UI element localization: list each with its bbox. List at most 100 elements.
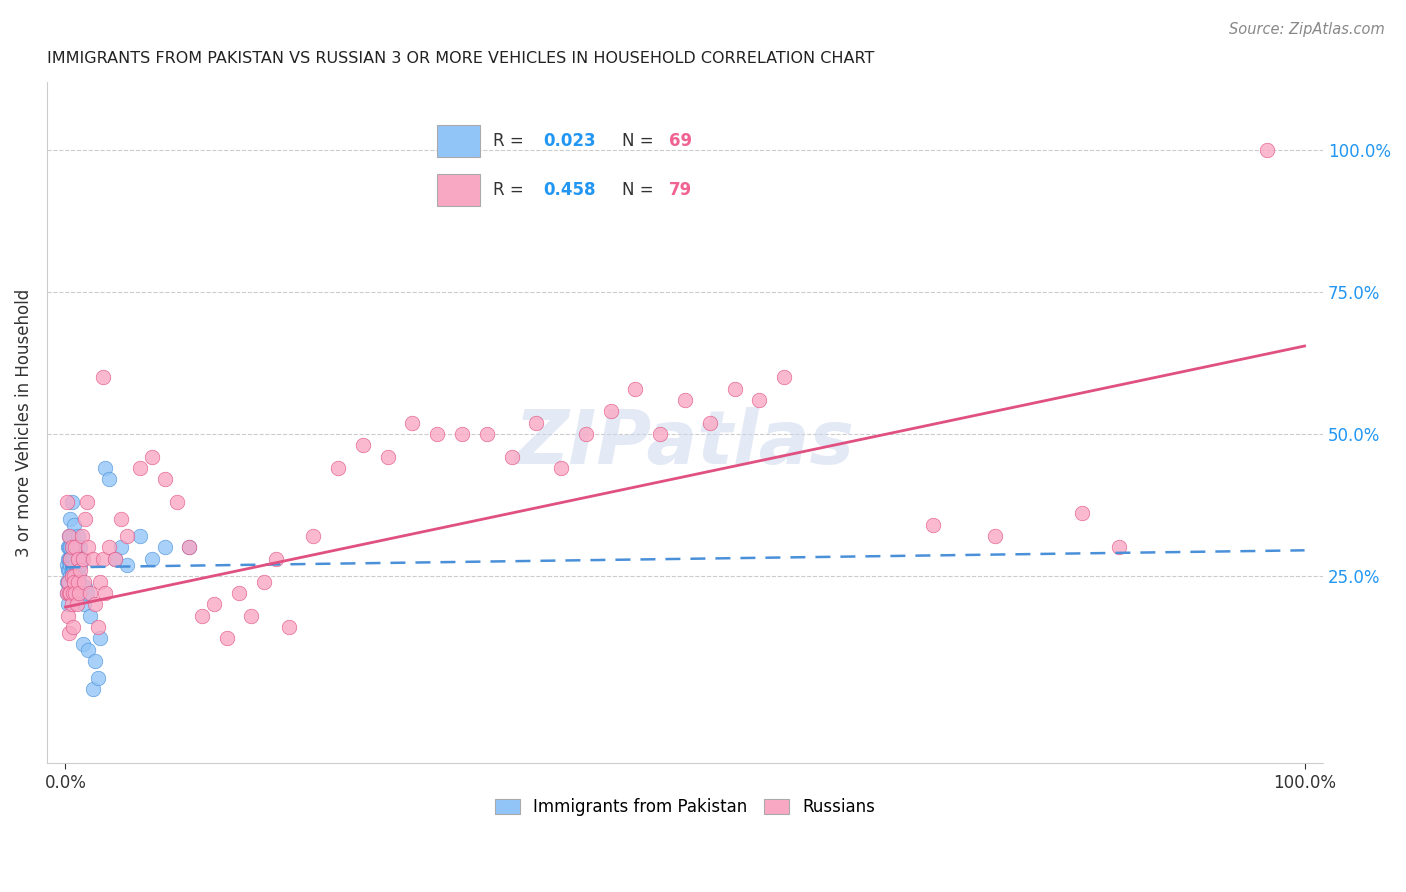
Point xyxy=(62,558,84,572)
Point xyxy=(86,671,108,685)
Point xyxy=(55,558,77,572)
Point xyxy=(58,529,80,543)
Point xyxy=(723,382,745,396)
Point xyxy=(66,551,89,566)
Point xyxy=(70,551,93,566)
Point xyxy=(104,551,127,566)
Point xyxy=(202,597,225,611)
Point xyxy=(66,551,89,566)
Point xyxy=(60,551,83,566)
Point xyxy=(624,382,647,396)
Point xyxy=(63,541,86,555)
Point xyxy=(264,551,287,566)
Point xyxy=(76,642,98,657)
Point xyxy=(89,632,111,646)
Point xyxy=(773,370,796,384)
Point xyxy=(63,569,86,583)
Point xyxy=(1108,541,1130,555)
Point xyxy=(58,541,80,555)
Point xyxy=(94,461,117,475)
Point xyxy=(76,495,98,509)
Point xyxy=(599,404,621,418)
Point xyxy=(89,574,111,589)
Point xyxy=(55,574,77,589)
Point xyxy=(66,529,89,543)
Point xyxy=(1070,507,1092,521)
Point xyxy=(110,541,132,555)
Point xyxy=(59,512,82,526)
Point xyxy=(65,597,87,611)
Point xyxy=(94,586,117,600)
Point xyxy=(60,569,83,583)
Point xyxy=(56,541,79,555)
Point xyxy=(326,461,349,475)
Point xyxy=(60,551,83,566)
Point xyxy=(63,517,86,532)
Point xyxy=(60,541,83,555)
Point xyxy=(62,529,84,543)
Point xyxy=(240,608,263,623)
Point xyxy=(117,558,139,572)
Point xyxy=(62,541,84,555)
Point xyxy=(84,597,107,611)
Point xyxy=(67,569,90,583)
Point xyxy=(65,551,87,566)
Point xyxy=(62,551,84,566)
Point xyxy=(65,586,87,600)
Point xyxy=(60,541,83,555)
Point xyxy=(191,608,214,623)
Point xyxy=(79,608,101,623)
Point xyxy=(65,569,87,583)
Point xyxy=(179,541,201,555)
Point xyxy=(302,529,325,543)
Point xyxy=(67,551,90,566)
Point xyxy=(56,608,79,623)
Text: Source: ZipAtlas.com: Source: ZipAtlas.com xyxy=(1229,22,1385,37)
Point xyxy=(69,558,91,572)
Point xyxy=(60,563,83,577)
Point xyxy=(60,569,83,583)
Point xyxy=(56,551,79,566)
Point xyxy=(91,551,114,566)
Point xyxy=(524,416,547,430)
Point xyxy=(65,541,87,555)
Point xyxy=(128,461,150,475)
Point xyxy=(62,586,84,600)
Point xyxy=(75,580,97,594)
Point xyxy=(60,558,83,572)
Point xyxy=(63,563,86,577)
Point xyxy=(451,427,474,442)
Point xyxy=(75,512,97,526)
Point xyxy=(110,512,132,526)
Point xyxy=(62,620,84,634)
Point xyxy=(70,529,93,543)
Point xyxy=(86,620,108,634)
Point xyxy=(352,438,374,452)
Point xyxy=(699,416,721,430)
Point xyxy=(60,597,83,611)
Point xyxy=(55,495,77,509)
Point xyxy=(377,450,399,464)
Point xyxy=(921,517,943,532)
Point xyxy=(63,574,86,589)
Point xyxy=(76,541,98,555)
Point xyxy=(153,541,176,555)
Point xyxy=(984,529,1007,543)
Point xyxy=(179,541,201,555)
Point xyxy=(253,574,276,589)
Point xyxy=(501,450,523,464)
Point xyxy=(128,529,150,543)
Point xyxy=(72,637,94,651)
Point xyxy=(76,586,98,600)
Point xyxy=(82,682,104,697)
Point xyxy=(59,551,82,566)
Point xyxy=(73,597,96,611)
Point xyxy=(58,574,80,589)
Point xyxy=(73,574,96,589)
Point xyxy=(58,529,80,543)
Point xyxy=(1256,143,1278,157)
Point xyxy=(56,574,79,589)
Point xyxy=(748,392,770,407)
Point xyxy=(66,558,89,572)
Point xyxy=(153,472,176,486)
